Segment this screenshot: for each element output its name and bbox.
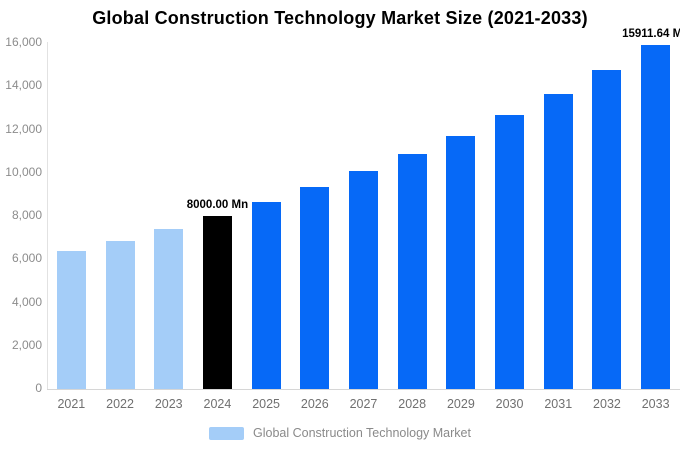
- y-tick-label: 16,000: [5, 35, 42, 49]
- bar-2032[interactable]: [592, 70, 622, 389]
- y-tick-label: 12,000: [5, 121, 42, 136]
- x-tick-label-2031: 2031: [544, 397, 573, 411]
- y-tick-label: 0: [35, 381, 42, 395]
- x-tick-label-2021: 2021: [57, 397, 86, 411]
- bar-2029[interactable]: [446, 135, 476, 389]
- y-axis-line: [47, 42, 48, 389]
- legend-label: Global Construction Technology Market: [253, 426, 471, 440]
- x-tick-label-2026: 2026: [300, 397, 329, 411]
- legend-item[interactable]: Global Construction Technology Market: [0, 425, 680, 441]
- y-tick-label: 8,000: [11, 208, 42, 222]
- chart-title: Global Construction Technology Market Si…: [92, 8, 588, 28]
- x-tick-label-2023: 2023: [154, 397, 183, 411]
- bar-2033[interactable]: [641, 44, 671, 389]
- x-tick-label-2024: 2024: [203, 397, 232, 411]
- bar-2021[interactable]: [56, 251, 86, 389]
- x-tick-label-2022: 2022: [106, 397, 134, 411]
- x-axis-line: [47, 389, 680, 390]
- bar-2025[interactable]: [251, 202, 281, 389]
- bar-value-label-2033: 15911.64 Mn: [622, 27, 680, 40]
- x-tick-label-2030: 2030: [495, 397, 524, 411]
- bar-2031[interactable]: [543, 93, 573, 389]
- x-tick-label-2033: 2033: [641, 397, 670, 411]
- y-tick-label: 2,000: [11, 337, 42, 352]
- x-tick-label-2032: 2032: [593, 397, 621, 411]
- x-tick-label-2028: 2028: [398, 397, 427, 411]
- y-tick-label: 6,000: [11, 251, 42, 266]
- bar-2027[interactable]: [349, 171, 378, 389]
- bar-2026[interactable]: [300, 187, 330, 389]
- y-tick-label: 10,000: [5, 164, 42, 179]
- legend-swatch-icon: [209, 426, 245, 440]
- y-tick-label: 14,000: [5, 78, 42, 93]
- y-tick-label: 4,000: [11, 294, 42, 309]
- bar-2028[interactable]: [397, 154, 427, 389]
- bar-2030[interactable]: [495, 115, 525, 389]
- bar-2023[interactable]: [154, 228, 184, 389]
- bar-2022[interactable]: [105, 240, 135, 389]
- x-tick-label-2029: 2029: [446, 397, 475, 411]
- bar-2024[interactable]: [202, 216, 232, 389]
- bar-value-label-2024: 8000.00 Mn: [186, 199, 249, 211]
- x-tick-label-2027: 2027: [349, 397, 378, 411]
- x-tick-label-2025: 2025: [252, 397, 281, 411]
